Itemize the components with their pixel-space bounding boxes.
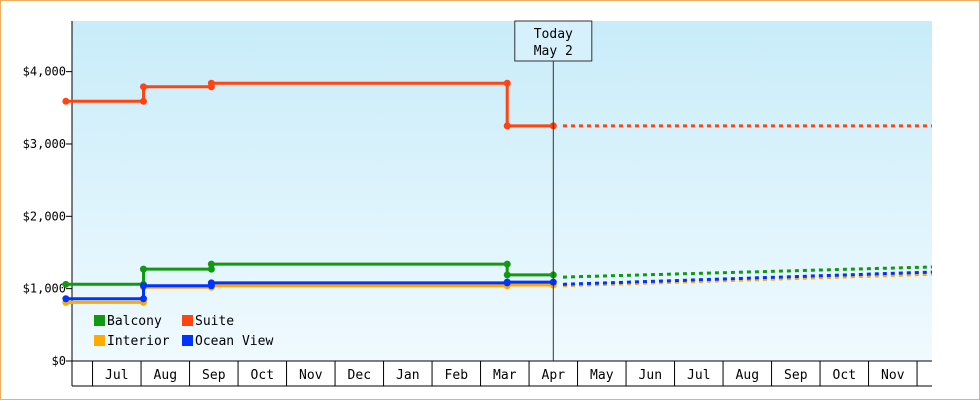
- month-label: Oct: [251, 368, 274, 383]
- month-label: Aug: [154, 368, 177, 383]
- month-label: Jul: [687, 368, 710, 383]
- data-point: [139, 97, 147, 105]
- y-tick-label: $3,000: [23, 137, 66, 151]
- today-marker: Today May 2: [514, 20, 593, 361]
- month-label: Mar: [493, 368, 517, 383]
- month-label: Nov: [881, 368, 905, 383]
- legend-swatch: [182, 335, 193, 346]
- y-axis: $0 $1,000 $2,000 $3,000 $4,000: [23, 21, 73, 368]
- data-point: [503, 260, 511, 268]
- legend-label: Suite: [195, 314, 234, 329]
- legend-item: Ocean View: [182, 334, 273, 349]
- month-label: Feb: [445, 368, 469, 383]
- data-point: [207, 79, 215, 87]
- data-point: [503, 122, 511, 130]
- month-label: Dec: [348, 368, 371, 383]
- legend-label: Balcony: [107, 314, 162, 329]
- data-point: [139, 265, 147, 273]
- data-point: [62, 295, 70, 303]
- data-point: [62, 280, 70, 288]
- y-tick-label: $0: [52, 354, 66, 368]
- data-point: [207, 279, 215, 287]
- y-tick-label: $1,000: [23, 282, 66, 296]
- month-label: Aug: [736, 368, 759, 383]
- legend-label: Ocean View: [195, 334, 273, 349]
- month-label: Jul: [105, 368, 128, 383]
- data-point: [503, 278, 511, 286]
- series-ocean-view: [62, 270, 933, 303]
- y-tick-label: $2,000: [23, 209, 66, 223]
- month-label: Apr: [542, 368, 566, 383]
- series-balcony: [62, 260, 933, 288]
- legend-label: Interior: [107, 334, 170, 349]
- month-label: Jun: [639, 368, 662, 383]
- series-layer: [62, 79, 933, 306]
- month-label: Sep: [202, 368, 226, 383]
- legend-swatch: [182, 315, 193, 326]
- plot-area: [72, 21, 932, 361]
- month-label: Sep: [784, 368, 808, 383]
- legend-swatch: [94, 335, 105, 346]
- forecast-line: [562, 272, 933, 288]
- data-point: [503, 79, 511, 87]
- legend-item: Suite: [182, 314, 234, 329]
- data-point: [139, 282, 147, 290]
- today-box: [514, 20, 593, 62]
- data-point: [503, 271, 511, 279]
- today-date: May 2: [534, 44, 573, 59]
- today-label: Today: [534, 27, 573, 42]
- x-axis: Jul Aug Sep Oct Nov Dec Jan Feb Mar Apr May Jun Jul A…: [71, 360, 932, 387]
- month-label: Jan: [396, 368, 419, 383]
- legend: Balcony Suite Interior Ocean View: [94, 314, 273, 349]
- legend-item: Balcony: [94, 314, 162, 329]
- month-label: Oct: [833, 368, 856, 383]
- data-point: [207, 265, 215, 273]
- month-label: May: [590, 368, 614, 383]
- data-point: [207, 260, 215, 268]
- y-tick-label: $4,000: [23, 65, 66, 79]
- forecast-line: [562, 265, 933, 279]
- data-point: [139, 83, 147, 91]
- data-point: [62, 97, 70, 105]
- legend-swatch: [94, 315, 105, 326]
- forecast-line: [562, 270, 933, 286]
- data-point: [139, 295, 147, 303]
- series-suite: [62, 79, 932, 130]
- month-label: Nov: [299, 368, 323, 383]
- legend-item: Interior: [94, 334, 170, 349]
